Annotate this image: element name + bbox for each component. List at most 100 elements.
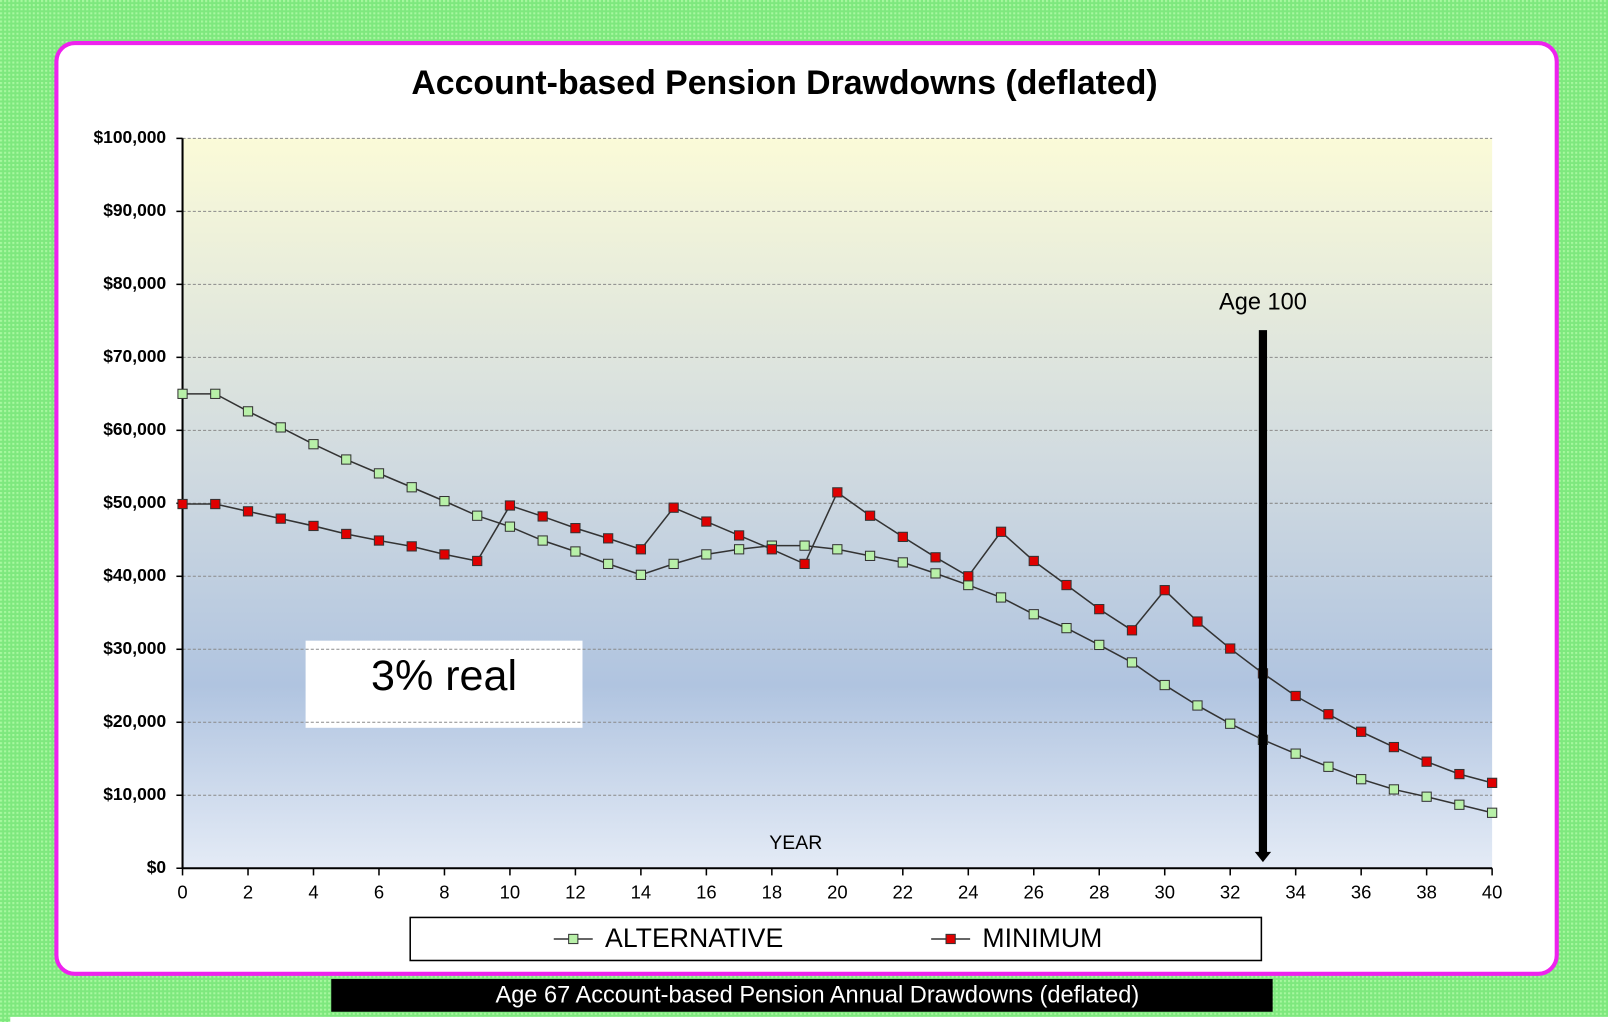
data-point: [1028, 555, 1039, 567]
data-point: [1356, 774, 1367, 785]
x-tick-label: 40: [1482, 882, 1503, 903]
data-point: [864, 550, 876, 561]
data-point: [1225, 643, 1236, 654]
data-point: [668, 558, 679, 570]
data-point: [963, 571, 974, 582]
x-tick-label: 0: [177, 882, 187, 903]
data-point: [864, 510, 876, 521]
data-point: [406, 482, 417, 493]
data-point: [504, 521, 516, 532]
data-point: [341, 528, 352, 540]
data-point: [275, 422, 286, 433]
data-point: [308, 520, 319, 532]
y-tick-label: $40,000: [103, 565, 166, 585]
legend-label: MINIMUM: [982, 923, 1102, 953]
y-tick-label: $10,000: [103, 784, 166, 804]
y-tick-label: $80,000: [103, 273, 166, 293]
data-point: [1486, 807, 1498, 818]
data-point: [1388, 784, 1400, 795]
data-point: [832, 544, 843, 555]
data-point: [603, 533, 614, 544]
x-axis-label: YEAR: [769, 832, 822, 854]
data-point: [668, 502, 679, 513]
y-tick-label: $50,000: [103, 492, 166, 512]
data-point: [832, 487, 843, 498]
data-point: [341, 454, 352, 465]
data-point: [635, 544, 647, 555]
data-point: [930, 568, 941, 579]
data-point: [1192, 616, 1203, 627]
legend-box: [409, 916, 1263, 962]
data-point: [1323, 761, 1334, 772]
data-point: [439, 495, 450, 507]
data-point: [766, 544, 777, 555]
data-point: [1028, 609, 1039, 620]
legend-marker: [568, 933, 579, 945]
caption: Age 67 Account-based Pension Annual Draw…: [495, 982, 1139, 1008]
data-point: [733, 544, 745, 555]
chart-title: Account-based Pension Drawdowns (deflate…: [411, 64, 1157, 102]
data-point: [1126, 657, 1138, 668]
data-point: [1486, 777, 1498, 788]
data-point: [1290, 748, 1301, 759]
data-point: [1159, 679, 1170, 691]
legend-marker: [945, 933, 956, 945]
x-tick-label: 34: [1285, 882, 1306, 903]
x-tick-label: 18: [762, 882, 783, 903]
data-point: [733, 530, 745, 541]
data-point: [1126, 625, 1138, 636]
data-point: [1454, 768, 1465, 780]
data-point: [537, 535, 548, 546]
annotation-arrowhead: [1254, 851, 1272, 863]
data-point: [275, 513, 286, 524]
data-point: [242, 406, 254, 417]
data-point: [1388, 741, 1400, 753]
data-point: [177, 498, 188, 510]
data-point: [1421, 756, 1432, 767]
y-tick-label: $100,000: [94, 127, 167, 147]
x-tick-label: 4: [308, 882, 318, 903]
data-point: [897, 557, 908, 568]
data-point: [570, 546, 581, 557]
data-point: [995, 592, 1007, 603]
y-tick-label: $60,000: [103, 419, 166, 439]
x-tick-label: 6: [374, 882, 384, 903]
data-point: [1421, 791, 1432, 802]
x-tick-label: 20: [827, 882, 848, 903]
data-point: [439, 549, 450, 560]
y-tick-label: $70,000: [103, 346, 166, 366]
data-point: [373, 535, 385, 546]
x-tick-label: 30: [1154, 882, 1175, 903]
legend-label: ALTERNATIVE: [605, 923, 783, 953]
data-point: [799, 540, 810, 551]
data-point: [963, 579, 974, 591]
data-point: [1454, 799, 1465, 810]
data-point: [472, 555, 483, 567]
data-point: [1061, 622, 1072, 634]
y-tick-label: $20,000: [103, 711, 166, 731]
data-point: [406, 541, 417, 552]
data-point: [472, 510, 483, 521]
x-tick-label: 24: [958, 882, 979, 903]
annotation-text: 3% real: [371, 652, 517, 700]
data-point: [537, 511, 548, 522]
data-point: [242, 506, 254, 517]
x-tick-label: 16: [696, 882, 717, 903]
data-point: [930, 552, 941, 563]
data-point: [603, 558, 614, 570]
x-tick-label: 8: [439, 882, 449, 903]
data-point: [1356, 726, 1367, 737]
data-point: [635, 569, 647, 580]
data-point: [177, 388, 188, 399]
data-point: [1159, 585, 1170, 596]
data-point: [570, 523, 581, 534]
x-tick-label: 14: [631, 882, 652, 903]
data-point: [1290, 690, 1301, 702]
data-point: [1225, 718, 1236, 729]
y-tick-label: $90,000: [103, 200, 166, 220]
data-point: [799, 558, 810, 570]
data-point: [701, 549, 712, 560]
data-point: [701, 516, 712, 527]
